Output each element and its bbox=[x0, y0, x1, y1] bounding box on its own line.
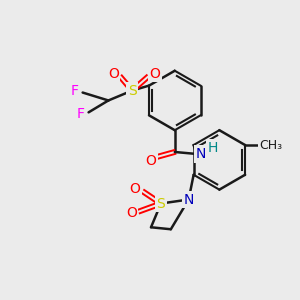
Text: H: H bbox=[207, 141, 218, 155]
Text: F: F bbox=[76, 107, 85, 121]
Text: F: F bbox=[71, 84, 79, 98]
Text: S: S bbox=[128, 84, 136, 98]
Text: O: O bbox=[130, 182, 141, 196]
Text: N: N bbox=[195, 147, 206, 161]
Text: N: N bbox=[184, 193, 194, 206]
Text: O: O bbox=[149, 67, 161, 81]
Text: CH₃: CH₃ bbox=[259, 139, 282, 152]
Text: S: S bbox=[157, 196, 165, 211]
Text: O: O bbox=[108, 67, 119, 81]
Text: O: O bbox=[126, 206, 136, 220]
Text: O: O bbox=[146, 154, 156, 168]
